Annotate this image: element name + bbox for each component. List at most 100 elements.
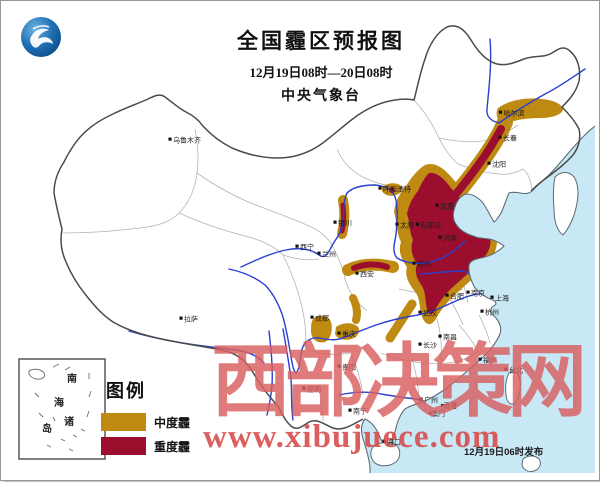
city-marker (378, 186, 382, 190)
city-label: 贵阳 (342, 363, 356, 372)
city-marker (168, 137, 172, 141)
city-marker (337, 364, 341, 368)
city-label: 香港 (443, 401, 457, 410)
city-marker (466, 290, 470, 294)
city-marker (348, 408, 352, 412)
small-island (521, 455, 541, 472)
national-border (53, 25, 581, 430)
city-label: 杭州 (485, 308, 499, 317)
city-label: 广州 (424, 396, 438, 405)
moderate-haze-southwest-strip (385, 299, 417, 343)
city-marker (435, 203, 439, 207)
city-marker (317, 251, 321, 255)
severe-haze-hohhot-spot (389, 187, 395, 193)
legend-item-moderate: 中度霾 (101, 413, 190, 431)
city-label: 西安 (360, 270, 374, 279)
taiwan-island (505, 371, 521, 405)
city-marker (478, 357, 482, 361)
city-label: 兰州 (322, 250, 336, 259)
city-label: 北京 (440, 202, 454, 211)
coastline (360, 125, 596, 473)
agency-name: 中央气象台 (281, 89, 361, 104)
moderate-haze-swatch (101, 413, 146, 431)
city-label: 南昌 (443, 333, 457, 342)
inset-label: 海 (54, 396, 64, 409)
city-label: 沈阳 (492, 160, 506, 169)
moderate-haze-chengdu (311, 315, 332, 343)
city-marker (419, 397, 423, 401)
severe-haze-swatch (101, 437, 146, 455)
city-marker (179, 316, 183, 320)
city-marker (498, 135, 502, 139)
valid-period: 12月19日08时—20日08时 (249, 65, 393, 80)
city-marker (480, 309, 484, 313)
city-label: 乌鲁木齐 (173, 136, 201, 145)
city-label: 南京 (471, 289, 485, 298)
city-label: 郑州 (417, 261, 431, 269)
hainan-island (370, 442, 401, 467)
city-label: 太原 (400, 221, 414, 230)
city-label: 哈尔滨 (504, 109, 525, 118)
logo-swirl (30, 28, 53, 48)
korea-peninsula (552, 172, 579, 236)
sea-area (361, 126, 595, 473)
city-label: 济南 (443, 234, 457, 243)
logo-circle (21, 17, 61, 57)
city-label: 成都 (315, 314, 329, 323)
city-label: 呼和浩特 (383, 185, 411, 194)
city-label: 合肥 (450, 292, 464, 301)
city-label: 昆明 (307, 386, 321, 394)
moderate-haze-harbin (496, 98, 563, 125)
city-marker (395, 222, 399, 226)
legend-item-severe: 重度霾 (101, 437, 190, 455)
moderate-haze-chongqing (335, 323, 360, 340)
legend-title: 图例 (106, 381, 146, 401)
map-title: 全国霾区预报图 (237, 29, 405, 53)
city-marker (302, 386, 306, 390)
cma-logo (18, 14, 64, 60)
severe-haze-label: 重度霾 (154, 439, 191, 454)
city-marker (355, 271, 359, 275)
city-marker (428, 412, 432, 415)
city-marker (295, 244, 299, 248)
city-marker (333, 220, 337, 224)
city-label: 拉萨 (184, 315, 198, 324)
city-label: 西宁 (300, 243, 314, 252)
release-time: 12月19日06时发布 (464, 447, 544, 458)
inset-label: 岛 (42, 422, 52, 435)
city-marker (418, 310, 422, 314)
city-label: 南宁 (353, 407, 367, 416)
moderate-haze-label: 中度霾 (154, 415, 191, 430)
city-label: 海口 (387, 438, 401, 447)
city-marker (337, 331, 341, 335)
islands (370, 172, 579, 472)
city-label: 银川 (338, 219, 352, 228)
severe-haze-guanzhong-core (351, 261, 390, 271)
city-marker (440, 404, 444, 407)
city-label: 福州 (483, 356, 497, 365)
city-label: 石家庄 (421, 221, 442, 230)
city-marker (310, 315, 314, 319)
city-label: 台北 (509, 366, 523, 375)
moderate-haze-hanzhong (349, 294, 361, 324)
city-marker (438, 334, 442, 338)
city-marker (504, 367, 508, 371)
city-marker (498, 110, 503, 114)
city-marker (445, 293, 449, 297)
city-marker (382, 439, 386, 443)
city-marker (487, 161, 491, 165)
title-block: 全国霾区预报图 12月19日08时—20日08时 中央气象台 (151, 25, 491, 105)
city-label: 重庆 (342, 330, 356, 339)
city-marker (412, 261, 416, 265)
inset-label: 诸 (64, 415, 74, 428)
city-label: 武汉 (423, 309, 437, 318)
city-marker (490, 295, 494, 299)
city-marker (418, 342, 422, 346)
city-marker (415, 222, 420, 226)
city-label: 长春 (503, 134, 517, 143)
inset-label: 南 (67, 372, 77, 385)
